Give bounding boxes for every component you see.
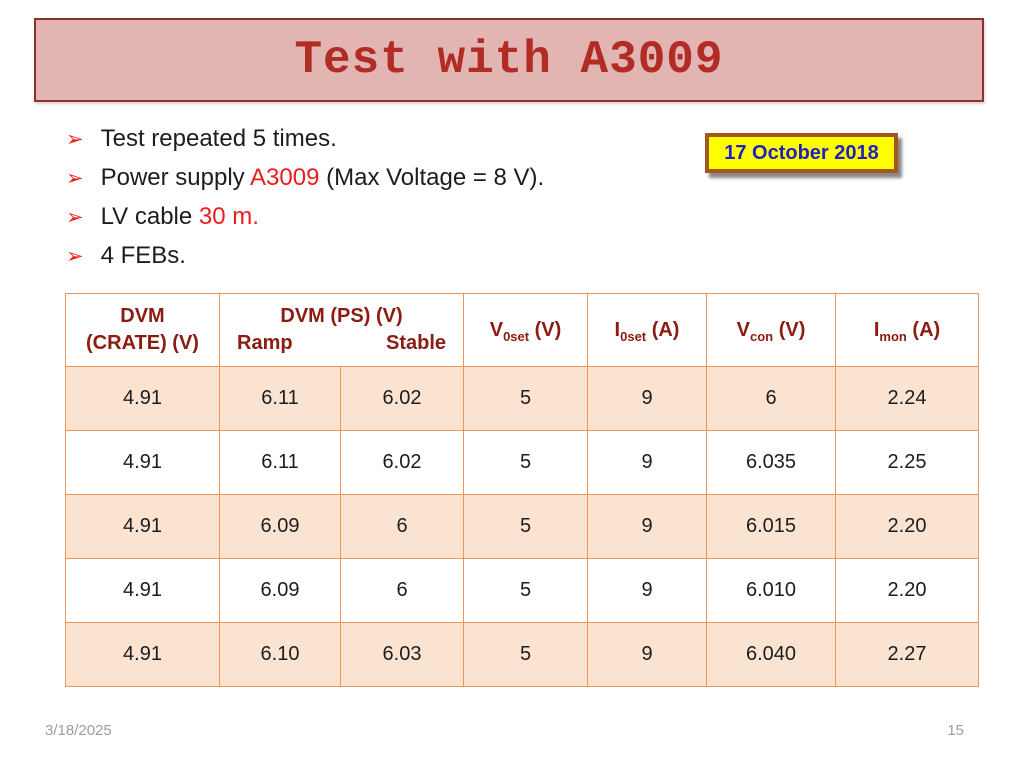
header-vcon: Vcon (V): [706, 293, 837, 367]
header-i0set: I0set (A): [587, 293, 708, 367]
bullet-text: 4 FEBs.: [101, 237, 186, 275]
table-row: 4.91 6.10 6.03 5 9 6.040 2.27: [65, 622, 980, 687]
table-cell: 5: [463, 622, 589, 687]
table-cell: 6.09: [219, 558, 341, 623]
bullet-list: ➢ Test repeated 5 times. ➢ Power supply A30…: [66, 120, 544, 276]
table-cell: 9: [587, 494, 708, 559]
table-header: DVM (CRATE) (V) DVM (PS) (V) Ramp Stable V0se…: [65, 293, 980, 367]
table-cell: 6.040: [706, 622, 837, 687]
bullet-arrow-icon: ➢: [66, 245, 84, 268]
table-row: 4.91 6.11 6.02 5 9 6.035 2.25: [65, 430, 980, 495]
page-number: 15: [947, 722, 964, 739]
slide-title-banner: Test with A3009: [34, 18, 984, 102]
table-cell: 9: [587, 622, 708, 687]
bullet-plain-text: Power supply: [100, 164, 251, 191]
table-cell: 6.02: [339, 366, 465, 431]
header-v0set: V0set (V): [463, 293, 589, 367]
table-cell: 5: [463, 558, 589, 623]
table-row: 4.91 6.11 6.02 5 9 6 2.24: [65, 366, 980, 431]
date-badge-text: 17 October 2018: [724, 141, 879, 164]
bullet-plain-text: 4 FEBs.: [100, 242, 186, 269]
bullet-text: Test repeated 5 times.: [101, 120, 337, 158]
table-cell: 6: [339, 558, 465, 623]
slide-title: Test with A3009: [294, 34, 724, 86]
header-dvm-ps: DVM (PS) (V) Ramp Stable: [218, 293, 465, 367]
table-row: 4.91 6.09 6 5 9 6.010 2.20: [65, 558, 980, 623]
table-cell: 4.91: [65, 558, 220, 623]
table-cell: 4.91: [65, 366, 220, 431]
bullet-accent-text: A3009: [250, 164, 320, 191]
bullet-plain-text: (Max Voltage = 8 V).: [319, 164, 545, 191]
table-cell: 9: [587, 558, 708, 623]
table-cell: 6.10: [219, 622, 341, 687]
date-badge: 17 October 2018: [705, 133, 898, 173]
table-cell: 5: [463, 494, 589, 559]
table-cell: 5: [463, 366, 589, 431]
table-cell: 5: [463, 430, 589, 495]
header-imon: Imon (A): [835, 293, 980, 367]
table-cell: 6: [339, 494, 465, 559]
table-cell: 9: [587, 366, 708, 431]
table-cell: 4.91: [65, 430, 220, 495]
table-cell: 9: [587, 430, 708, 495]
bullet-plain-text: LV cable: [100, 203, 199, 230]
header-dvm-crate: DVM (CRATE) (V): [65, 293, 220, 367]
bullet-accent-text: 30 m.: [198, 203, 259, 230]
bullet-arrow-icon: ➢: [66, 128, 84, 151]
bullet-item: ➢ Power supply A3009 (Max Voltage = 8 V).: [66, 159, 544, 198]
table-cell: 2.25: [835, 430, 980, 495]
table-cell: 6.11: [219, 366, 341, 431]
table-cell: 6.09: [219, 494, 341, 559]
bullet-text: LV cable 30 m.: [101, 198, 259, 236]
table-row: 4.91 6.09 6 5 9 6.015 2.20: [65, 494, 980, 559]
table-cell: 2.27: [835, 622, 980, 687]
table-cell: 2.24: [835, 366, 980, 431]
table-cell: 2.20: [835, 494, 980, 559]
bullet-arrow-icon: ➢: [66, 167, 84, 190]
bullet-item: ➢ LV cable 30 m.: [66, 198, 544, 237]
table-cell: 6.015: [706, 494, 837, 559]
table-cell: 6.03: [339, 622, 465, 687]
bullet-text: Power supply A3009 (Max Voltage = 8 V).: [101, 159, 545, 197]
table-cell: 6.035: [706, 430, 837, 495]
table-cell: 6.11: [219, 430, 341, 495]
table-cell: 6.010: [706, 558, 837, 623]
table-cell: 2.20: [835, 558, 980, 623]
bullet-item: ➢ 4 FEBs.: [66, 237, 544, 276]
bullet-plain-text: Test repeated 5 times.: [100, 125, 337, 152]
table-cell: 6.02: [339, 430, 465, 495]
table-body: 4.91 6.11 6.02 5 9 6 2.24 4.91 6.11 6.02 5 9 6.035 2.…: [65, 366, 980, 687]
table-header-row: DVM (CRATE) (V) DVM (PS) (V) Ramp Stable V0se…: [65, 293, 980, 367]
footer-date: 3/18/2025: [45, 722, 112, 739]
table-cell: 4.91: [65, 494, 220, 559]
table-cell: 6: [706, 366, 837, 431]
bullet-arrow-icon: ➢: [66, 206, 84, 229]
table-cell: 4.91: [65, 622, 220, 687]
bullet-item: ➢ Test repeated 5 times.: [66, 120, 544, 159]
measurement-table: DVM (CRATE) (V) DVM (PS) (V) Ramp Stable V0se…: [65, 293, 980, 687]
